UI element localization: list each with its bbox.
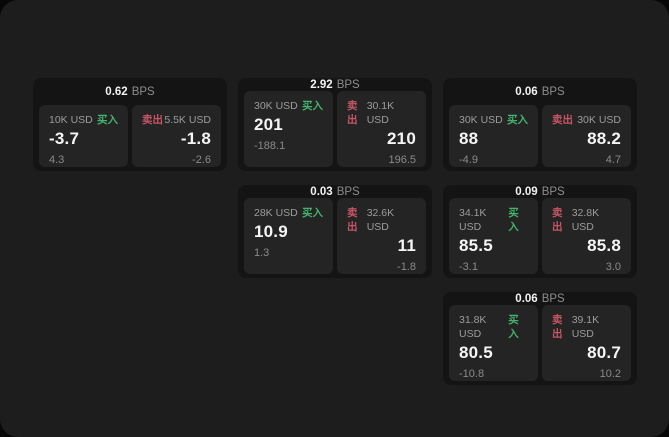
buy-size: 10K USD (49, 114, 93, 126)
bps-header: 0.62 BPS (39, 78, 221, 105)
buy-panel[interactable]: 34.1K USD 买入 85.5 -3.1 (449, 198, 538, 274)
buy-delta: -3.1 (459, 261, 478, 273)
bps-value: 0.03 (310, 185, 333, 198)
card-body: 30K USD 买入 88 -4.9 卖出 30K USD 88.2 4.7 (449, 105, 631, 167)
buy-price: 85.5 (459, 236, 493, 255)
card-body: 10K USD 买入 -3.7 4.3 卖出 5.5K USD -1.8 -2.… (39, 105, 221, 167)
sell-price: -1.8 (180, 129, 211, 148)
sell-panel[interactable]: 卖出 30.1K USD 210 196.5 (337, 91, 426, 167)
buy-label: 买入 (302, 100, 323, 112)
sell-size: 32.8K USD (571, 207, 600, 233)
sell-size: 39.1K USD (571, 314, 600, 340)
buy-size: 30K USD (459, 114, 503, 126)
buy-size: 30K USD (254, 100, 298, 112)
sell-label: 卖出 (552, 314, 563, 340)
buy-delta: -4.9 (459, 154, 478, 166)
buy-panel[interactable]: 30K USD 买入 88 -4.9 (449, 105, 538, 167)
sell-label: 卖出 (552, 207, 563, 233)
buy-label: 买入 (97, 114, 118, 126)
buy-size: 31.8K USD (459, 314, 487, 340)
bps-header: 0.09 BPS (449, 185, 631, 198)
bps-unit: BPS (541, 292, 565, 305)
buy-label: 买入 (507, 114, 528, 126)
card-body: 34.1K USD 买入 85.5 -3.1 卖出 32.8K USD 85.8… (449, 198, 631, 274)
sell-price: 80.7 (587, 343, 621, 362)
sell-delta: 3.0 (605, 261, 621, 273)
quote-card: 0.06 BPS 30K USD 买入 88 -4.9 卖出 30K USD (443, 78, 637, 171)
buy-label: 买入 (508, 314, 519, 340)
sell-panel[interactable]: 卖出 32.6K USD 11 -1.8 (337, 198, 426, 274)
buy-panel[interactable]: 31.8K USD 买入 80.5 -10.8 (449, 305, 538, 381)
sell-label: 卖出 (347, 100, 358, 126)
sell-price: 210 (387, 129, 416, 148)
sell-delta: 10.2 (599, 368, 621, 380)
bps-header: 0.03 BPS (244, 185, 426, 198)
sell-label: 卖出 (552, 114, 573, 126)
bps-unit: BPS (541, 185, 565, 198)
sell-size: 30K USD (577, 114, 621, 126)
card-body: 31.8K USD 买入 80.5 -10.8 卖出 39.1K USD 80.… (449, 305, 631, 381)
bps-value: 0.06 (515, 292, 538, 305)
sell-label: 卖出 (347, 207, 358, 233)
buy-size: 34.1K USD (459, 207, 487, 233)
quote-card: 0.09 BPS 34.1K USD 买入 85.5 -3.1 卖出 32.8K… (443, 185, 637, 278)
sell-price: 11 (397, 236, 416, 255)
bps-value: 0.62 (105, 85, 128, 98)
sell-size: 32.6K USD (366, 207, 395, 233)
quote-card: 0.06 BPS 31.8K USD 买入 80.5 -10.8 卖出 39.1… (443, 292, 637, 385)
bps-unit: BPS (336, 185, 360, 198)
bps-unit: BPS (541, 85, 565, 98)
buy-panel[interactable]: 30K USD 买入 201 -188.1 (244, 91, 333, 167)
card-body: 30K USD 买入 201 -188.1 卖出 30.1K USD 210 1… (244, 91, 426, 167)
buy-price: -3.7 (49, 129, 80, 148)
buy-size: 28K USD (254, 207, 298, 219)
sell-label: 卖出 (142, 114, 163, 126)
quote-card: 0.03 BPS 28K USD 买入 10.9 1.3 卖出 32.6K US… (238, 185, 432, 278)
quote-card: 2.92 BPS 30K USD 买入 201 -188.1 卖出 30.1K … (238, 78, 432, 171)
sell-panel[interactable]: 卖出 30K USD 88.2 4.7 (542, 105, 631, 167)
quote-card-grid: 0.62 BPS 10K USD 买入 -3.7 4.3 卖出 5.5K USD (33, 78, 637, 385)
buy-price: 80.5 (459, 343, 493, 362)
sell-delta: -2.6 (192, 154, 211, 166)
bps-header: 0.06 BPS (449, 78, 631, 105)
buy-delta: 4.3 (49, 154, 65, 166)
sell-delta: 4.7 (605, 154, 621, 166)
card-body: 28K USD 买入 10.9 1.3 卖出 32.6K USD 11 -1.8 (244, 198, 426, 274)
buy-delta: -188.1 (254, 140, 286, 152)
buy-price: 88 (459, 129, 479, 148)
buy-panel[interactable]: 28K USD 买入 10.9 1.3 (244, 198, 333, 274)
buy-panel[interactable]: 10K USD 买入 -3.7 4.3 (39, 105, 128, 167)
sell-panel[interactable]: 卖出 39.1K USD 80.7 10.2 (542, 305, 631, 381)
bps-unit: BPS (336, 78, 360, 91)
sell-size: 30.1K USD (366, 100, 395, 126)
bps-value: 0.09 (515, 185, 538, 198)
sell-panel[interactable]: 卖出 5.5K USD -1.8 -2.6 (132, 105, 221, 167)
sell-price: 88.2 (587, 129, 621, 148)
buy-label: 买入 (508, 207, 519, 233)
buy-delta: 1.3 (254, 247, 270, 259)
buy-label: 买入 (302, 207, 323, 219)
sell-size: 5.5K USD (164, 114, 211, 126)
buy-delta: -10.8 (459, 368, 485, 380)
sell-price: 85.8 (587, 236, 621, 255)
sell-delta: 196.5 (388, 154, 416, 166)
bps-value: 0.06 (515, 85, 538, 98)
buy-price: 10.9 (254, 222, 288, 241)
bps-value: 2.92 (310, 78, 333, 91)
sell-delta: -1.8 (397, 261, 416, 273)
bps-header: 2.92 BPS (244, 78, 426, 91)
bps-unit: BPS (131, 85, 155, 98)
sell-panel[interactable]: 卖出 32.8K USD 85.8 3.0 (542, 198, 631, 274)
quote-card: 0.62 BPS 10K USD 买入 -3.7 4.3 卖出 5.5K USD (33, 78, 227, 171)
buy-price: 201 (254, 115, 283, 134)
bps-header: 0.06 BPS (449, 292, 631, 305)
